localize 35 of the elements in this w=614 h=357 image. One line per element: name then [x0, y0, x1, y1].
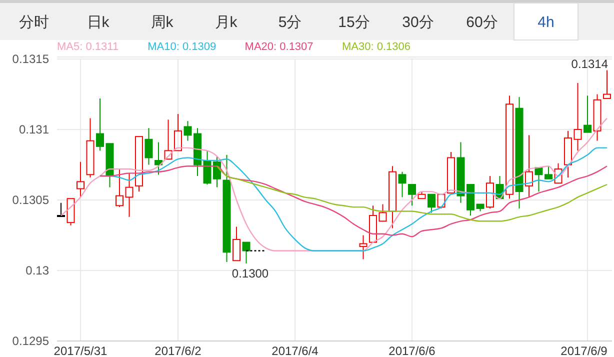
- text: 5分: [278, 14, 302, 31]
- annotation: 0.1300: [232, 266, 269, 280]
- y-tick-label: 0.1305: [12, 193, 50, 208]
- x-tick-label: 2017/6/2: [154, 344, 202, 357]
- y-tick-label: 0.1295: [12, 334, 50, 348]
- x-tick-label: 2017/6/9: [560, 344, 608, 357]
- x-tick-label: 2017/5/31: [54, 344, 108, 357]
- text: 分时: [19, 14, 49, 31]
- candlestick: [564, 130, 572, 178]
- candlestick: [574, 82, 582, 152]
- y-tick-label: 0.131: [18, 122, 50, 137]
- text: MA20: 0.1307: [244, 41, 314, 53]
- candlestick: [86, 118, 94, 178]
- x-tick-label: 2017/6/4: [272, 344, 319, 357]
- candlestick: [388, 166, 396, 229]
- text: 月k: [214, 14, 238, 31]
- candlestick: [222, 154, 231, 263]
- text: MA30: 0.1306: [342, 41, 410, 53]
- candlestick: [515, 96, 524, 209]
- y-tick-label: 0.1315: [12, 52, 50, 66]
- candlestick: [154, 142, 162, 176]
- text: MA5: 0.1311: [57, 41, 119, 53]
- candlestick: [525, 134, 533, 198]
- text: 周k: [150, 14, 174, 31]
- annotation: 0.1314: [571, 57, 608, 71]
- text: MA10: 0.1309: [148, 41, 216, 53]
- text: 日k: [86, 14, 110, 31]
- y-tick-label: 0.13: [26, 264, 50, 278]
- text: 4h: [538, 14, 554, 31]
- candlestick: [144, 128, 153, 166]
- x-tick-label: 2017/6/6: [388, 344, 436, 357]
- text: 60分: [466, 14, 498, 31]
- text: 30分: [402, 14, 434, 31]
- text: 15分: [338, 14, 370, 31]
- candlestick: [125, 172, 134, 218]
